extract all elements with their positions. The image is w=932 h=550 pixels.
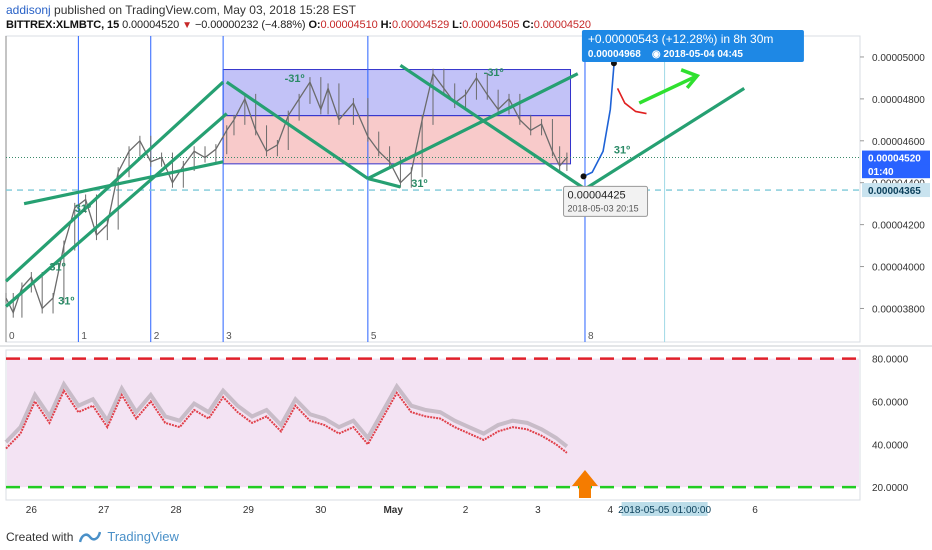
trend-channel-line	[399, 64, 586, 191]
crosshair-date-badge	[621, 502, 708, 516]
rsi-tick-label: 60.0000	[872, 397, 909, 408]
trend-channel-line	[584, 87, 746, 191]
fib-time-label: 2	[154, 331, 160, 342]
date-tick-label: 26	[26, 505, 38, 516]
rsi-tick-label: 40.0000	[872, 440, 909, 451]
rsi-tick-label: 80.0000	[872, 355, 909, 366]
angle-label: 31º	[58, 295, 74, 307]
trend-channel-line	[23, 160, 224, 206]
low-marker	[580, 173, 587, 180]
low-callout-box	[563, 185, 649, 217]
footer: Created with TradingView	[6, 529, 179, 544]
close-label: C:	[522, 19, 534, 31]
date-tick-label: 3	[535, 505, 541, 516]
fib-time-label: 3	[226, 331, 232, 342]
date-tick-label: 29	[243, 505, 255, 516]
date-tick-label: 2	[463, 505, 469, 516]
fib-time-label: 5	[371, 331, 377, 342]
price-change: −0.00000232 (−4.88%)	[194, 19, 306, 31]
open-value: 0.00004510	[320, 19, 378, 31]
close-value: 0.00004520	[533, 19, 591, 31]
green-arrow-shaft	[638, 74, 698, 105]
angle-label: -31º	[285, 73, 305, 85]
angle-label: -31º	[484, 67, 504, 79]
date-tick-label: 30	[315, 505, 327, 516]
date-tick-label: 28	[171, 505, 183, 516]
target-callout-change: +0.00000543 (+12.28%) in 8h 30m	[588, 32, 773, 46]
price-tick-label: 0.00004800	[872, 95, 925, 106]
target-callout-box	[581, 30, 804, 62]
target-callout-price: 0.00004968	[588, 49, 641, 60]
open-label: O:	[308, 19, 321, 31]
symbol: BITTREX:XLMBTC, 15	[6, 19, 120, 31]
trend-channel-line	[367, 72, 579, 180]
red-curve	[616, 88, 647, 115]
target-callout-date: ◉ 2018-05-04 04:45	[652, 49, 743, 60]
price-tick-label: 0.00004200	[872, 221, 925, 232]
rsi-shadow-line	[4, 380, 569, 448]
angle-label: 31º	[614, 144, 630, 156]
crosshair-date-label: 2018-05-05 01:00:00	[618, 505, 711, 516]
rsi-tick-label: 20.0000	[872, 483, 909, 494]
rsi-band	[7, 358, 859, 488]
angle-label: 31º	[75, 203, 91, 215]
low-callout-date: 2018-05-03 20:15	[568, 203, 639, 213]
date-tick-label: May	[383, 505, 403, 516]
angle-label: 31º	[411, 178, 427, 190]
price-tag-label: 0.00004520	[868, 154, 921, 165]
date-tick-label: 27	[98, 505, 110, 516]
trend-channel-line	[367, 176, 401, 189]
date-tick-label: 4	[608, 505, 614, 516]
target-callout-pointer	[609, 60, 618, 62]
created-with-label: Created with	[6, 529, 74, 544]
projection-curve	[583, 65, 615, 178]
trend-channel-line	[225, 80, 369, 180]
publish-info: published on TradingView.com, May 03, 20…	[54, 3, 357, 17]
low-label: L:	[452, 19, 463, 31]
author-link[interactable]: addisonj	[6, 3, 51, 17]
date-tick-label: 6	[752, 505, 758, 516]
price-tick-label: 0.00003800	[872, 304, 925, 315]
low-value: 0.00004505	[462, 19, 520, 31]
symbol-line: BITTREX:XLMBTC, 15 0.00004520 ▼ −0.00000…	[6, 19, 591, 31]
price-tag-label: 01:40	[868, 167, 894, 178]
orange-up-arrow-icon	[571, 470, 598, 498]
fib-time-label: 1	[81, 331, 87, 342]
rsi-line	[5, 388, 568, 454]
price-tag	[862, 183, 930, 198]
angle-label: 31º	[49, 262, 65, 274]
fib-time-label: 0	[9, 331, 15, 342]
fib-time-label: 8	[588, 331, 594, 342]
publish-line: addisonj published on TradingView.com, M…	[6, 3, 356, 17]
high-label: H:	[380, 19, 393, 31]
price-tag	[862, 150, 930, 165]
trend-channel-line	[4, 112, 228, 308]
box-upper-zone	[222, 69, 572, 117]
price-tick-label: 0.00004600	[872, 137, 925, 148]
tradingview-brand[interactable]: TradingView	[107, 529, 179, 544]
price-tick-label: 0.00004000	[872, 263, 925, 274]
price-tag-label: 0.00004365	[868, 186, 921, 197]
down-arrow-icon: ▼	[182, 20, 192, 31]
tradingview-logo-icon	[79, 531, 102, 543]
high-value: 0.00004529	[392, 19, 450, 31]
box-lower-zone	[222, 115, 572, 165]
low-callout-price: 0.00004425	[568, 189, 626, 201]
price-tag	[862, 164, 930, 179]
green-arrow-head	[680, 68, 701, 89]
price-tick-label: 0.00005000	[872, 53, 925, 64]
last-price: 0.00004520	[122, 19, 180, 31]
trend-channel-line	[4, 80, 225, 283]
